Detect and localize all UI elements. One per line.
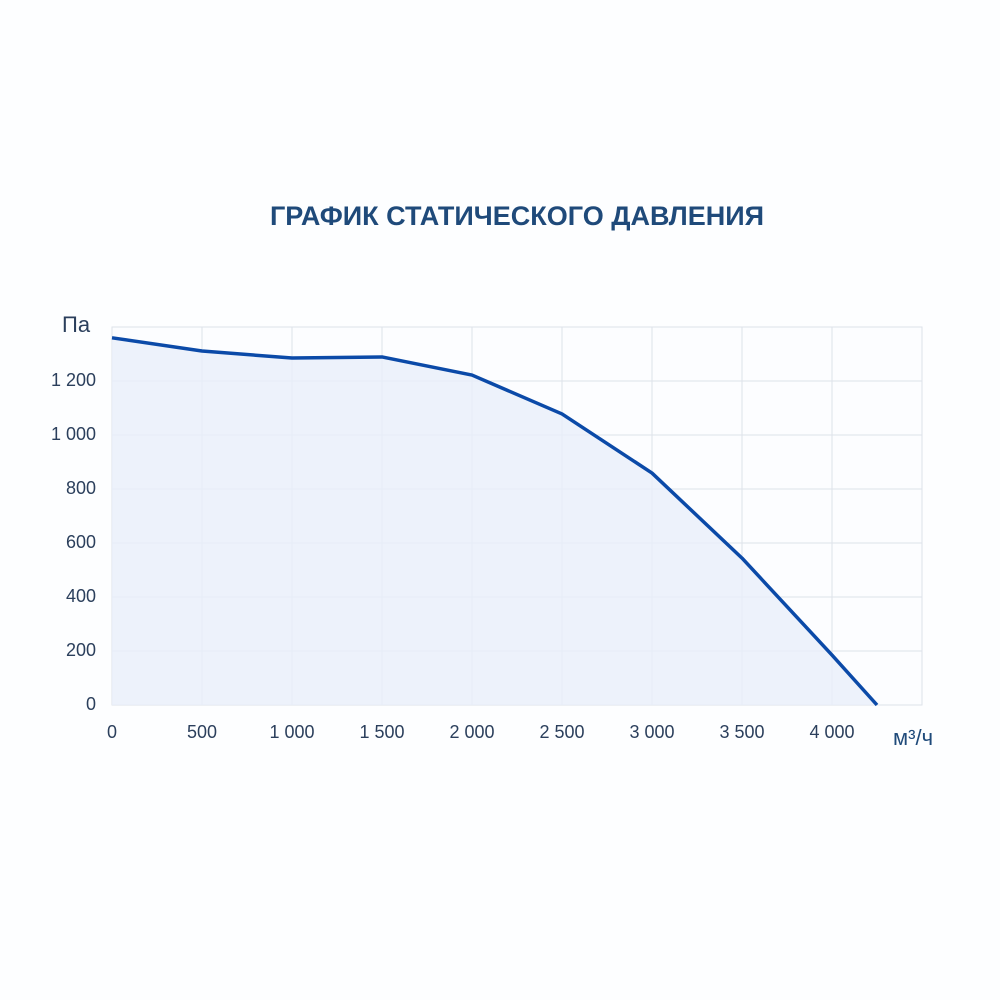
x-tick-label: 4 000 xyxy=(809,722,854,742)
y-tick-label: 1 200 xyxy=(51,370,96,390)
area-fill xyxy=(112,337,877,705)
line xyxy=(111,336,879,707)
x-tick-label: 2 500 xyxy=(539,722,584,742)
y-tick-label: 400 xyxy=(66,586,96,606)
x-tick-label: 3 500 xyxy=(719,722,764,742)
x-tick-label: 500 xyxy=(187,722,217,742)
y-tick-label: 1 000 xyxy=(51,424,96,444)
y-tick-label: 200 xyxy=(66,640,96,660)
x-tick-label: 2 000 xyxy=(449,722,494,742)
y-tick-label: 0 xyxy=(86,694,96,714)
x-tick-label: 0 xyxy=(107,722,117,742)
y-axis-label: Па xyxy=(62,312,91,337)
x-tick-label: 1 000 xyxy=(269,722,314,742)
x-tick-label: 3 000 xyxy=(629,722,674,742)
x-axis-label: м³/ч xyxy=(893,725,933,750)
x-tick-label: 1 500 xyxy=(359,722,404,742)
chart-title: ГРАФИК СТАТИЧЕСКОГО ДАВЛЕНИЯ xyxy=(270,201,764,231)
y-tick-label: 600 xyxy=(66,532,96,552)
y-tick-label: 800 xyxy=(66,478,96,498)
